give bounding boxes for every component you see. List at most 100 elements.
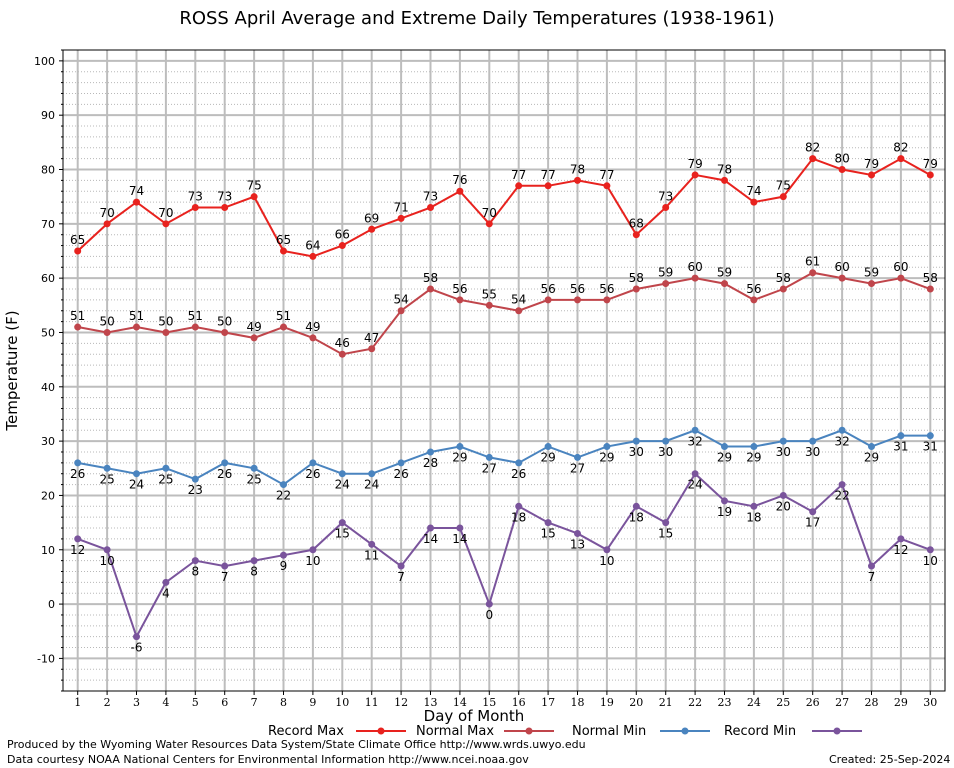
data-point — [456, 443, 464, 451]
data-point — [309, 334, 317, 342]
data-point — [838, 426, 846, 434]
data-label: 56 — [452, 282, 467, 296]
data-label: 58 — [923, 271, 938, 285]
data-point — [133, 323, 140, 331]
data-label: 74 — [746, 184, 761, 198]
data-label: 8 — [250, 565, 258, 579]
data-point — [133, 198, 140, 206]
x-tick-label: 9 — [309, 696, 316, 709]
data-label: 15 — [658, 527, 673, 541]
legend-marker — [525, 727, 533, 735]
x-tick-label: 4 — [162, 696, 169, 709]
data-point — [250, 334, 258, 342]
x-tick-label: 1 — [74, 696, 81, 709]
data-label: 24 — [687, 478, 702, 492]
x-tick-label: 12 — [394, 696, 408, 709]
data-label: 29 — [599, 451, 614, 465]
data-label: 75 — [246, 179, 261, 193]
data-label: 30 — [776, 445, 791, 459]
data-point — [515, 502, 523, 510]
data-label: 26 — [511, 467, 526, 481]
data-label: 18 — [629, 510, 644, 524]
data-point — [338, 242, 346, 250]
data-point — [779, 491, 787, 499]
data-label: 56 — [570, 282, 585, 296]
data-point — [397, 214, 405, 222]
data-point — [809, 269, 817, 277]
data-label: 56 — [599, 282, 614, 296]
data-point — [868, 443, 875, 451]
plot-area — [63, 50, 945, 691]
data-label: 71 — [393, 200, 408, 214]
series-line — [77, 157, 931, 258]
data-label: 29 — [746, 451, 761, 465]
data-point — [838, 166, 846, 174]
data-point — [133, 470, 140, 478]
data-label: 7 — [221, 570, 229, 584]
data-label: 19 — [717, 505, 732, 519]
data-point — [750, 296, 758, 304]
data-point — [74, 247, 82, 255]
data-label: 61 — [805, 255, 820, 269]
data-point — [133, 633, 140, 641]
data-label: 54 — [511, 293, 526, 307]
x-tick-label: 8 — [280, 696, 287, 709]
x-tick-label: 11 — [365, 696, 379, 709]
data-point — [221, 459, 229, 467]
y-tick-label: 90 — [41, 109, 55, 122]
data-label: 50 — [217, 314, 232, 328]
data-label: 30 — [658, 445, 673, 459]
x-tick-label: 20 — [629, 696, 643, 709]
data-point — [544, 519, 552, 527]
data-label: 78 — [570, 162, 585, 176]
data-point — [662, 280, 670, 288]
x-tick-label: 3 — [133, 696, 140, 709]
data-point — [221, 328, 229, 336]
data-label: 60 — [687, 260, 702, 274]
data-label: 49 — [246, 320, 261, 334]
data-point — [926, 171, 934, 179]
x-tick-label: 21 — [659, 696, 673, 709]
data-point — [662, 204, 670, 212]
data-point — [926, 432, 934, 440]
data-point — [368, 470, 376, 478]
legend-marker — [377, 727, 385, 735]
data-point — [779, 285, 787, 293]
x-tick-label: 16 — [512, 696, 526, 709]
data-point — [544, 182, 552, 190]
legend-label: Record Min — [724, 724, 796, 739]
data-label: 14 — [423, 532, 438, 546]
data-label: 51 — [70, 309, 85, 323]
data-label: 73 — [423, 190, 438, 204]
data-point — [191, 475, 199, 483]
data-point — [191, 323, 199, 331]
x-tick-label: 10 — [335, 696, 349, 709]
data-label: 23 — [188, 483, 203, 497]
data-point — [603, 296, 611, 304]
data-label: 50 — [99, 314, 114, 328]
data-point — [691, 274, 699, 282]
data-point — [456, 524, 464, 532]
data-label: 51 — [188, 309, 203, 323]
data-point — [397, 307, 405, 315]
data-label: 26 — [305, 467, 320, 481]
data-label: 28 — [423, 456, 438, 470]
data-point — [368, 540, 376, 548]
y-tick-label: 0 — [48, 598, 55, 611]
data-label: 14 — [452, 532, 467, 546]
x-tick-label: 7 — [251, 696, 258, 709]
data-label: 29 — [717, 451, 732, 465]
data-point — [574, 453, 581, 461]
data-point — [427, 524, 434, 532]
data-point — [397, 562, 405, 570]
data-label: 55 — [482, 287, 497, 301]
data-label: 27 — [482, 461, 497, 475]
series-line — [77, 271, 931, 356]
data-label: 26 — [70, 467, 85, 481]
data-point — [456, 187, 464, 195]
data-point — [191, 557, 199, 565]
data-point — [809, 437, 817, 445]
data-point — [868, 171, 875, 179]
data-label: 79 — [687, 157, 702, 171]
data-label: 24 — [129, 478, 144, 492]
